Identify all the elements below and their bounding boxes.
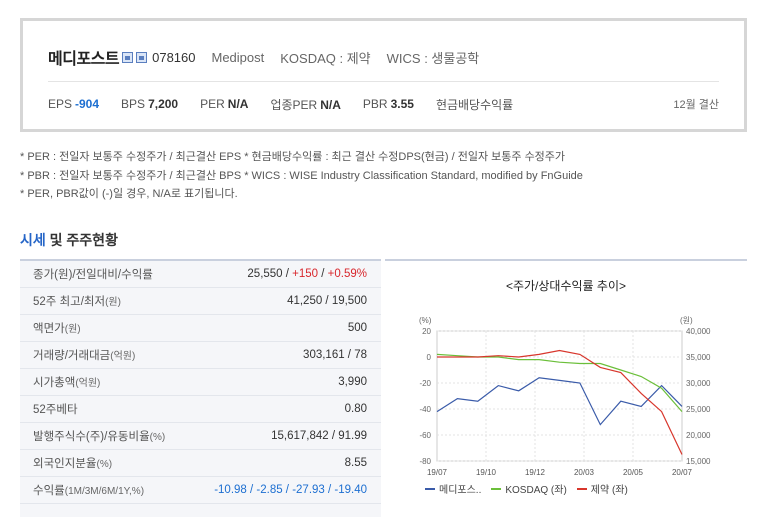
y-left-tick-label: -40: [419, 405, 431, 414]
row-value: 8.55: [344, 457, 367, 469]
metric-eps: EPS -904: [48, 97, 100, 111]
summary-divider: [48, 81, 719, 82]
row-label: 발행주식수(주)/유동비율(%): [33, 431, 166, 443]
y-left-tick-label: -20: [419, 379, 431, 388]
row-value: 41,250 / 19,500: [287, 295, 367, 307]
y-left-tick-label: -80: [419, 457, 431, 466]
row-label: 외국인지분율(%): [33, 458, 113, 470]
metric-sector-per-value: N/A: [320, 97, 341, 112]
row-label: 52주베타: [33, 404, 78, 416]
series-line-2: [437, 349, 683, 455]
section-title: 시세 및 주주현황: [20, 230, 118, 250]
quote-table: 종가(원)/전일대비/수익률 25,550 / +150 / +0.59% 52주 …: [20, 259, 381, 517]
row-label: 시가총액(억원): [33, 377, 101, 389]
row-value: 500: [347, 322, 367, 334]
x-tick-label: 20/07: [672, 468, 693, 477]
table-row: 시가총액(억원) 3,990: [20, 369, 381, 396]
plot-area: [436, 330, 683, 462]
valuation-metrics: EPS -904 BPS 7,200 PER N/A 업종PER N/A PBR 3.55…: [48, 92, 719, 116]
fiscal-period: 12월 결산: [673, 99, 719, 111]
row-label: 거래량/거래대금(억원): [33, 350, 136, 362]
english-name: Medipost: [211, 49, 265, 65]
table-row: 52주베타 0.80: [20, 396, 381, 423]
legend-swatch: [425, 487, 435, 490]
y-left-tick-label: 20: [422, 327, 431, 336]
metric-bps: BPS 7,200: [121, 97, 179, 111]
legend-item: 제약 (좌): [576, 481, 628, 496]
metric-eps-value: -904: [75, 97, 100, 111]
row-label: 종가(원)/전일대비/수익률: [33, 269, 153, 281]
table-row: 52주 최고/최저(원) 41,250 / 19,500: [20, 288, 381, 315]
metric-bps-value: 7,200: [148, 97, 179, 111]
table-row: 발행주식수(주)/유동비율(%) 15,617,842 / 91.99: [20, 423, 381, 450]
section-title-highlight: 시세: [20, 232, 46, 248]
x-tick-label: 19/12: [525, 468, 546, 477]
report-icon[interactable]: [122, 51, 134, 63]
chart-title: <주가/상대수익률 추이>: [505, 279, 627, 293]
legend-label: 제약 (좌): [590, 485, 628, 496]
series-line-0: [436, 377, 683, 426]
row-value: 3,990: [338, 376, 367, 388]
market-sector: KOSDAQ : 제약: [280, 50, 371, 66]
legend-item: KOSDAQ (좌): [491, 481, 567, 496]
row-label: 52주 최고/최저(원): [33, 296, 121, 308]
x-tick-label: 20/03: [574, 468, 595, 477]
legend-label: 메디포스..: [439, 485, 482, 496]
row-value: 303,161 / 78: [303, 349, 367, 361]
metric-per: PER N/A: [200, 97, 249, 111]
y-right-tick-label: 35,000: [686, 353, 711, 362]
table-row: 거래량/거래대금(억원) 303,161 / 78: [20, 342, 381, 369]
wics-sector: WICS : 생물공학: [386, 50, 480, 66]
company-name: 메디포스트: [48, 51, 120, 68]
price-chart-panel: 20 0 -20 -40 -60 -80 40,000 35,000 30,000 25,000 2…: [385, 259, 747, 517]
y-left-unit: (%): [419, 316, 432, 325]
company-summary: 메디포스트 078160 Medipost KOSDAQ : 제약 WICS :…: [20, 18, 747, 132]
footnote-per: * PER : 전일자 보통주 수정주가 / 최근결산 EPS * 현금배당수익…: [20, 151, 566, 163]
metric-pbr-value: 3.55: [390, 97, 414, 111]
chart-legend: 메디포스.. KOSDAQ (좌) 제약 (좌): [425, 481, 628, 496]
legend-swatch: [491, 487, 502, 490]
metric-sector-per: 업종PER N/A: [270, 97, 341, 112]
y-right-tick-label: 30,000: [686, 379, 711, 388]
legend-label: KOSDAQ (좌): [505, 485, 567, 496]
metric-dividend-yield: 현금배당수익률: [435, 97, 514, 112]
table-row: 액면가(원) 500: [20, 315, 381, 342]
row-label: 수익률(1M/3M/6M/1Y,%): [33, 485, 145, 497]
price-chart: 20 0 -20 -40 -60 -80 40,000 35,000 30,000 25,000 2…: [419, 316, 711, 477]
row-value: 15,617,842 / 91.99: [271, 430, 367, 442]
table-row: 외국인지분율(%) 8.55: [20, 450, 381, 477]
y-right-tick-label: 40,000: [686, 327, 711, 336]
y-left-tick-label: -60: [419, 431, 431, 440]
metric-per-value: N/A: [227, 97, 249, 111]
y-right-tick-label: 15,000: [686, 457, 711, 466]
y-right-tick-label: 20,000: [686, 431, 711, 440]
x-tick-label: 19/10: [476, 468, 497, 477]
stock-code: 078160: [152, 49, 196, 65]
footnote-negative: * PER, PBR값이 (-)일 경우, N/A로 표기됩니다.: [20, 188, 238, 200]
row-label: 액면가(원): [33, 323, 81, 335]
company-header: 메디포스트 078160 Medipost KOSDAQ : 제약 WICS :…: [48, 43, 719, 71]
y-left-tick-label: 0: [427, 353, 432, 362]
footnotes: * PER : 전일자 보통주 수정주가 / 최근결산 EPS * 현금배당수익…: [20, 148, 760, 204]
table-row: 수익률(1M/3M/6M/1Y,%) -10.98 / -2.85 / -27.9…: [20, 477, 381, 504]
print-icon[interactable]: [136, 51, 148, 63]
x-tick-label: 20/05: [623, 468, 644, 477]
y-right-unit: (원): [680, 316, 693, 325]
table-row: 종가(원)/전일대비/수익률 25,550 / +150 / +0.59%: [20, 261, 381, 288]
row-value: 25,550 / +150 / +0.59%: [247, 268, 367, 280]
row-value: 0.80: [344, 403, 367, 415]
legend-item: 메디포스..: [425, 481, 481, 496]
legend-swatch: [576, 487, 587, 490]
footnote-pbr: * PBR : 전일자 보통주 수정주가 / 최근결산 BPS * WICS :…: [20, 169, 583, 182]
y-right-tick-label: 25,000: [686, 405, 711, 414]
metric-pbr: PBR 3.55: [362, 97, 414, 111]
x-tick-label: 19/07: [427, 468, 448, 477]
row-value: -10.98 / -2.85 / -27.93 / -19.40: [214, 484, 367, 496]
section-title-rest: 및 주주현황: [45, 232, 118, 248]
